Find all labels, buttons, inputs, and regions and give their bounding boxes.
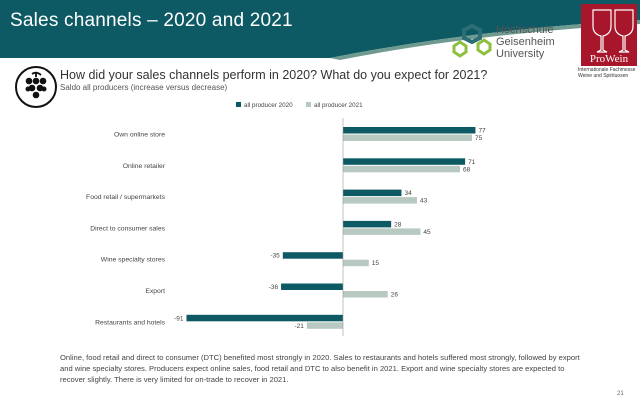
data-label: 34	[404, 190, 412, 197]
category-label: Wine specialty stores	[101, 257, 166, 264]
category-label: Online retailer	[123, 163, 166, 170]
data-label: 43	[420, 198, 428, 205]
data-label: 45	[423, 229, 431, 236]
data-label: 75	[475, 135, 483, 142]
bar	[343, 127, 476, 134]
bar	[343, 197, 417, 204]
data-label: 28	[394, 221, 402, 228]
data-label: -35	[270, 253, 280, 260]
category-label: Restaurants and hotels	[95, 319, 166, 326]
bar	[343, 220, 392, 228]
bar	[343, 189, 402, 197]
prowein-tagline: Internationale Fachmesse Weine und Spiri…	[578, 67, 636, 79]
survey-question: How did your sales channels perform in 2…	[60, 68, 488, 82]
prowein-logo: ProWein	[581, 4, 637, 66]
prowein-name: ProWein	[590, 53, 629, 65]
category-label: Food retail / supermarkets	[86, 194, 166, 201]
data-label: -36	[269, 284, 279, 291]
bar	[343, 158, 466, 165]
data-label: 26	[391, 292, 399, 299]
bar	[343, 291, 388, 298]
chart-subtitle: Saldo all producers (increase versus dec…	[60, 83, 228, 92]
bar	[281, 283, 343, 290]
summary-text: Online, food retail and direct to consum…	[60, 353, 580, 384]
data-label: -91	[174, 315, 184, 322]
bar	[282, 252, 343, 259]
data-label: 68	[463, 166, 471, 173]
university-logo	[452, 23, 492, 58]
bar-chart: all producer 2020 all producer 2021 Own on…	[86, 102, 486, 336]
legend-swatch	[236, 102, 241, 107]
bar	[343, 165, 460, 173]
bar	[186, 314, 343, 322]
bar	[343, 134, 472, 141]
bar	[343, 228, 421, 235]
category-label: Own online store	[114, 132, 165, 139]
data-label: -21	[294, 323, 304, 330]
bar	[343, 259, 369, 267]
data-label: 71	[468, 159, 476, 166]
legend-swatch	[306, 102, 311, 107]
category-label: Direct to consumer sales	[90, 225, 165, 232]
page-number: 21	[617, 391, 624, 397]
data-label: 15	[372, 260, 380, 267]
grape-icon	[15, 66, 57, 108]
legend-label: all producer 2020	[244, 102, 293, 109]
data-label: 77	[478, 128, 486, 135]
bar	[306, 322, 343, 329]
university-name: Hochschule Geisenheim University	[496, 24, 555, 60]
legend-label: all producer 2021	[314, 102, 363, 109]
slide-title: Sales channels – 2020 and 2021	[10, 10, 293, 31]
category-label: Export	[145, 288, 165, 295]
